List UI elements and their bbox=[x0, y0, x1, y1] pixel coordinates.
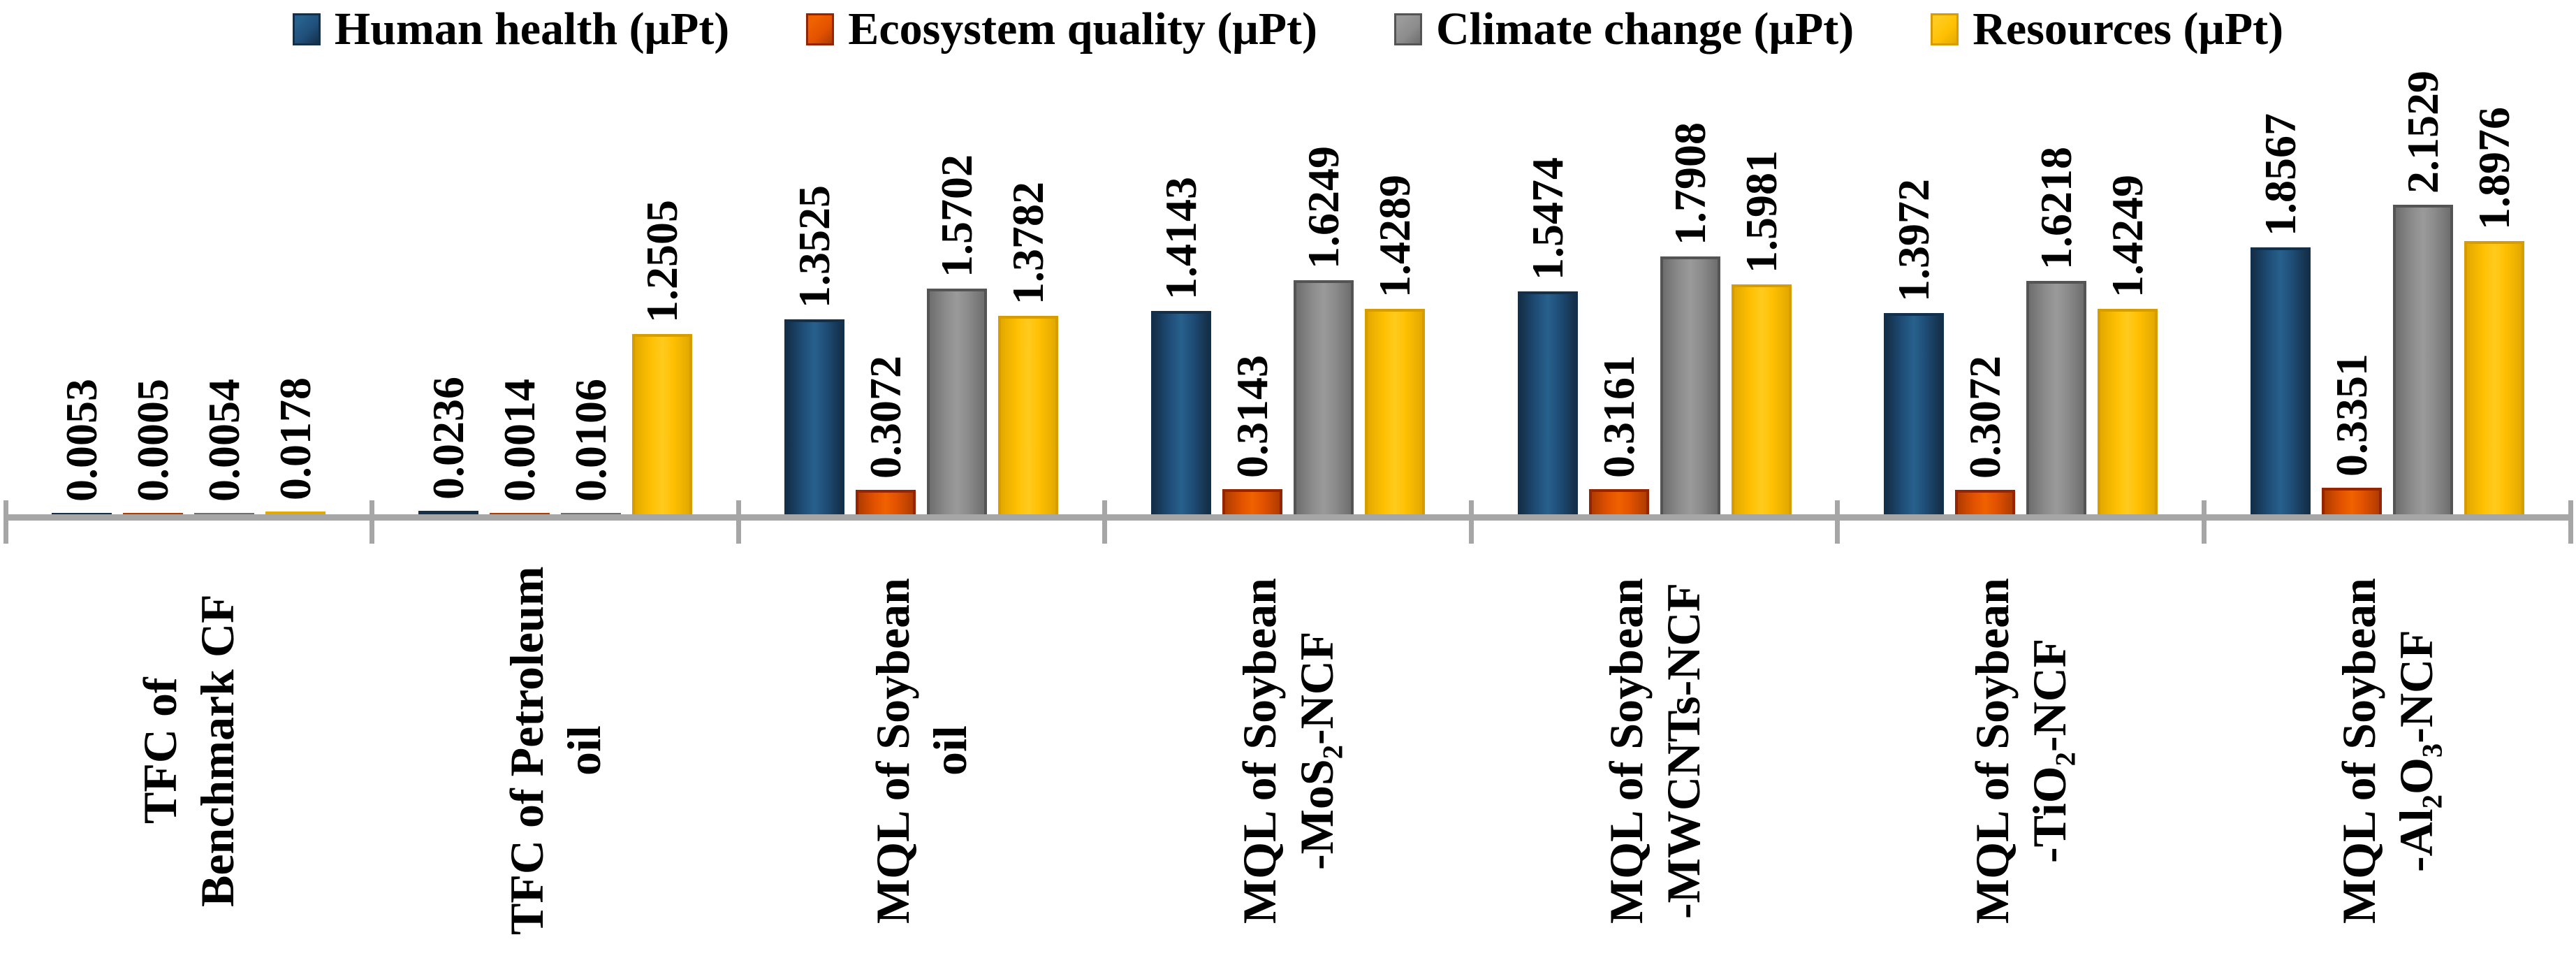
legend-label-human-health: Human health (μPt) bbox=[334, 3, 730, 55]
climate-change-swatch-icon bbox=[1393, 13, 1422, 45]
bar-human-health bbox=[1151, 311, 1211, 514]
legend-label-climate-change: Climate change (μPt) bbox=[1435, 3, 1854, 55]
value-label-climate-change: 1.7908 bbox=[1664, 122, 1715, 245]
ecosystem-quality-swatch-icon bbox=[806, 13, 835, 45]
legend-label-ecosystem-quality: Ecosystem quality (μPt) bbox=[848, 3, 1317, 55]
value-label-ecosystem-quality: 0.3072 bbox=[861, 356, 911, 479]
value-label-ecosystem-quality: 0.3072 bbox=[1960, 356, 2010, 479]
value-label-climate-change: 1.5702 bbox=[932, 154, 982, 277]
category-label: MQL of Soybean -TiO₂-NCF bbox=[1966, 578, 2077, 924]
value-label-human-health: 0.0053 bbox=[57, 379, 107, 502]
axis-tick bbox=[369, 500, 375, 544]
value-label-human-health: 1.3525 bbox=[789, 185, 840, 308]
value-label-resources: 0.0178 bbox=[270, 377, 321, 500]
bar-human-health bbox=[784, 319, 845, 514]
legend-item-resources: Resources (μPt) bbox=[1931, 4, 2283, 55]
category-label: MQL of Soybean -MWCNTs-NCF bbox=[1599, 578, 1710, 924]
legend-item-climate-change: Climate change (μPt) bbox=[1393, 3, 1854, 55]
resources-swatch-icon bbox=[1931, 13, 1959, 45]
value-label-climate-change: 0.0106 bbox=[565, 379, 615, 502]
bar-human-health bbox=[1517, 291, 1578, 514]
axis-tick bbox=[736, 500, 741, 544]
value-label-climate-change: 1.6249 bbox=[1298, 146, 1348, 269]
axis-tick bbox=[3, 500, 8, 544]
axis-tick bbox=[2568, 500, 2573, 544]
bar-ecosystem-quality bbox=[856, 490, 916, 514]
value-label-ecosystem-quality: 0.3143 bbox=[1227, 355, 1277, 478]
value-label-resources: 1.8976 bbox=[2468, 107, 2519, 230]
value-label-ecosystem-quality: 0.3351 bbox=[2326, 354, 2376, 477]
bar-climate-change bbox=[1294, 280, 1354, 514]
bar-ecosystem-quality bbox=[2321, 488, 2382, 514]
bar-resources bbox=[1731, 284, 1792, 514]
bar-ecosystem-quality bbox=[489, 513, 550, 514]
bar-ecosystem-quality bbox=[123, 513, 184, 514]
value-label-climate-change: 1.6218 bbox=[2031, 147, 2081, 270]
bar-human-health bbox=[418, 511, 478, 514]
axis-tick bbox=[1102, 500, 1108, 544]
bar-resources bbox=[998, 316, 1059, 514]
category-label: MQL of Soybean oil bbox=[866, 578, 977, 924]
bar-ecosystem-quality bbox=[1588, 489, 1649, 514]
axis-tick bbox=[1835, 500, 1840, 544]
value-label-climate-change: 0.0054 bbox=[199, 379, 249, 502]
bar-resources bbox=[631, 334, 692, 514]
value-label-human-health: 0.0236 bbox=[423, 377, 473, 500]
category-label: MQL of Soybean -MoS₂-NCF bbox=[1233, 578, 1343, 924]
bar-resources bbox=[265, 512, 326, 514]
bar-resources bbox=[2464, 241, 2524, 514]
value-label-human-health: 1.8567 bbox=[2255, 113, 2305, 236]
legend-item-human-health: Human health (μPt) bbox=[292, 3, 730, 55]
value-label-human-health: 1.3972 bbox=[1889, 179, 1939, 302]
axis-tick bbox=[2201, 500, 2207, 544]
bar-human-health bbox=[1884, 313, 1945, 514]
human-health-swatch-icon bbox=[292, 13, 321, 45]
value-label-resources: 1.3782 bbox=[1003, 182, 1053, 305]
value-label-ecosystem-quality: 0.3161 bbox=[1593, 355, 1644, 478]
bar-climate-change bbox=[560, 513, 621, 514]
category-label: TFC of Petroleum oil bbox=[499, 566, 610, 936]
value-label-ecosystem-quality: 0.0005 bbox=[128, 379, 178, 502]
legend-label-resources: Resources (μPt) bbox=[1973, 3, 2284, 55]
bar-resources bbox=[2098, 309, 2158, 514]
x-axis-line bbox=[4, 514, 2572, 521]
bar-resources bbox=[1365, 309, 1425, 514]
bar-ecosystem-quality bbox=[1222, 489, 1282, 514]
category-label: MQL of Soybean -Al₂O₃-NCF bbox=[2332, 578, 2443, 924]
value-label-climate-change: 2.1529 bbox=[2397, 71, 2447, 194]
bar-ecosystem-quality bbox=[1955, 490, 2016, 514]
value-label-human-health: 1.5474 bbox=[1522, 157, 1572, 280]
value-label-resources: 1.5981 bbox=[1736, 150, 1786, 273]
value-label-human-health: 1.4143 bbox=[1156, 177, 1206, 300]
bar-human-health bbox=[52, 513, 112, 514]
bar-climate-change bbox=[2392, 205, 2453, 514]
bar-climate-change bbox=[194, 513, 255, 514]
legend: Human health (μPt) Ecosystem quality (μP… bbox=[0, 4, 2576, 55]
value-label-resources: 1.4249 bbox=[2102, 175, 2153, 298]
value-label-resources: 1.2505 bbox=[636, 200, 687, 323]
bar-climate-change bbox=[2026, 281, 2087, 514]
value-label-resources: 1.4289 bbox=[1370, 175, 1419, 298]
axis-tick bbox=[1468, 500, 1474, 544]
bar-human-health bbox=[2250, 247, 2311, 514]
legend-item-ecosystem-quality: Ecosystem quality (μPt) bbox=[806, 4, 1317, 55]
category-label: TFC of Benchmark CF bbox=[133, 594, 244, 908]
bar-climate-change bbox=[1660, 256, 1720, 514]
value-label-ecosystem-quality: 0.0014 bbox=[494, 379, 544, 502]
bar-climate-change bbox=[927, 289, 988, 514]
